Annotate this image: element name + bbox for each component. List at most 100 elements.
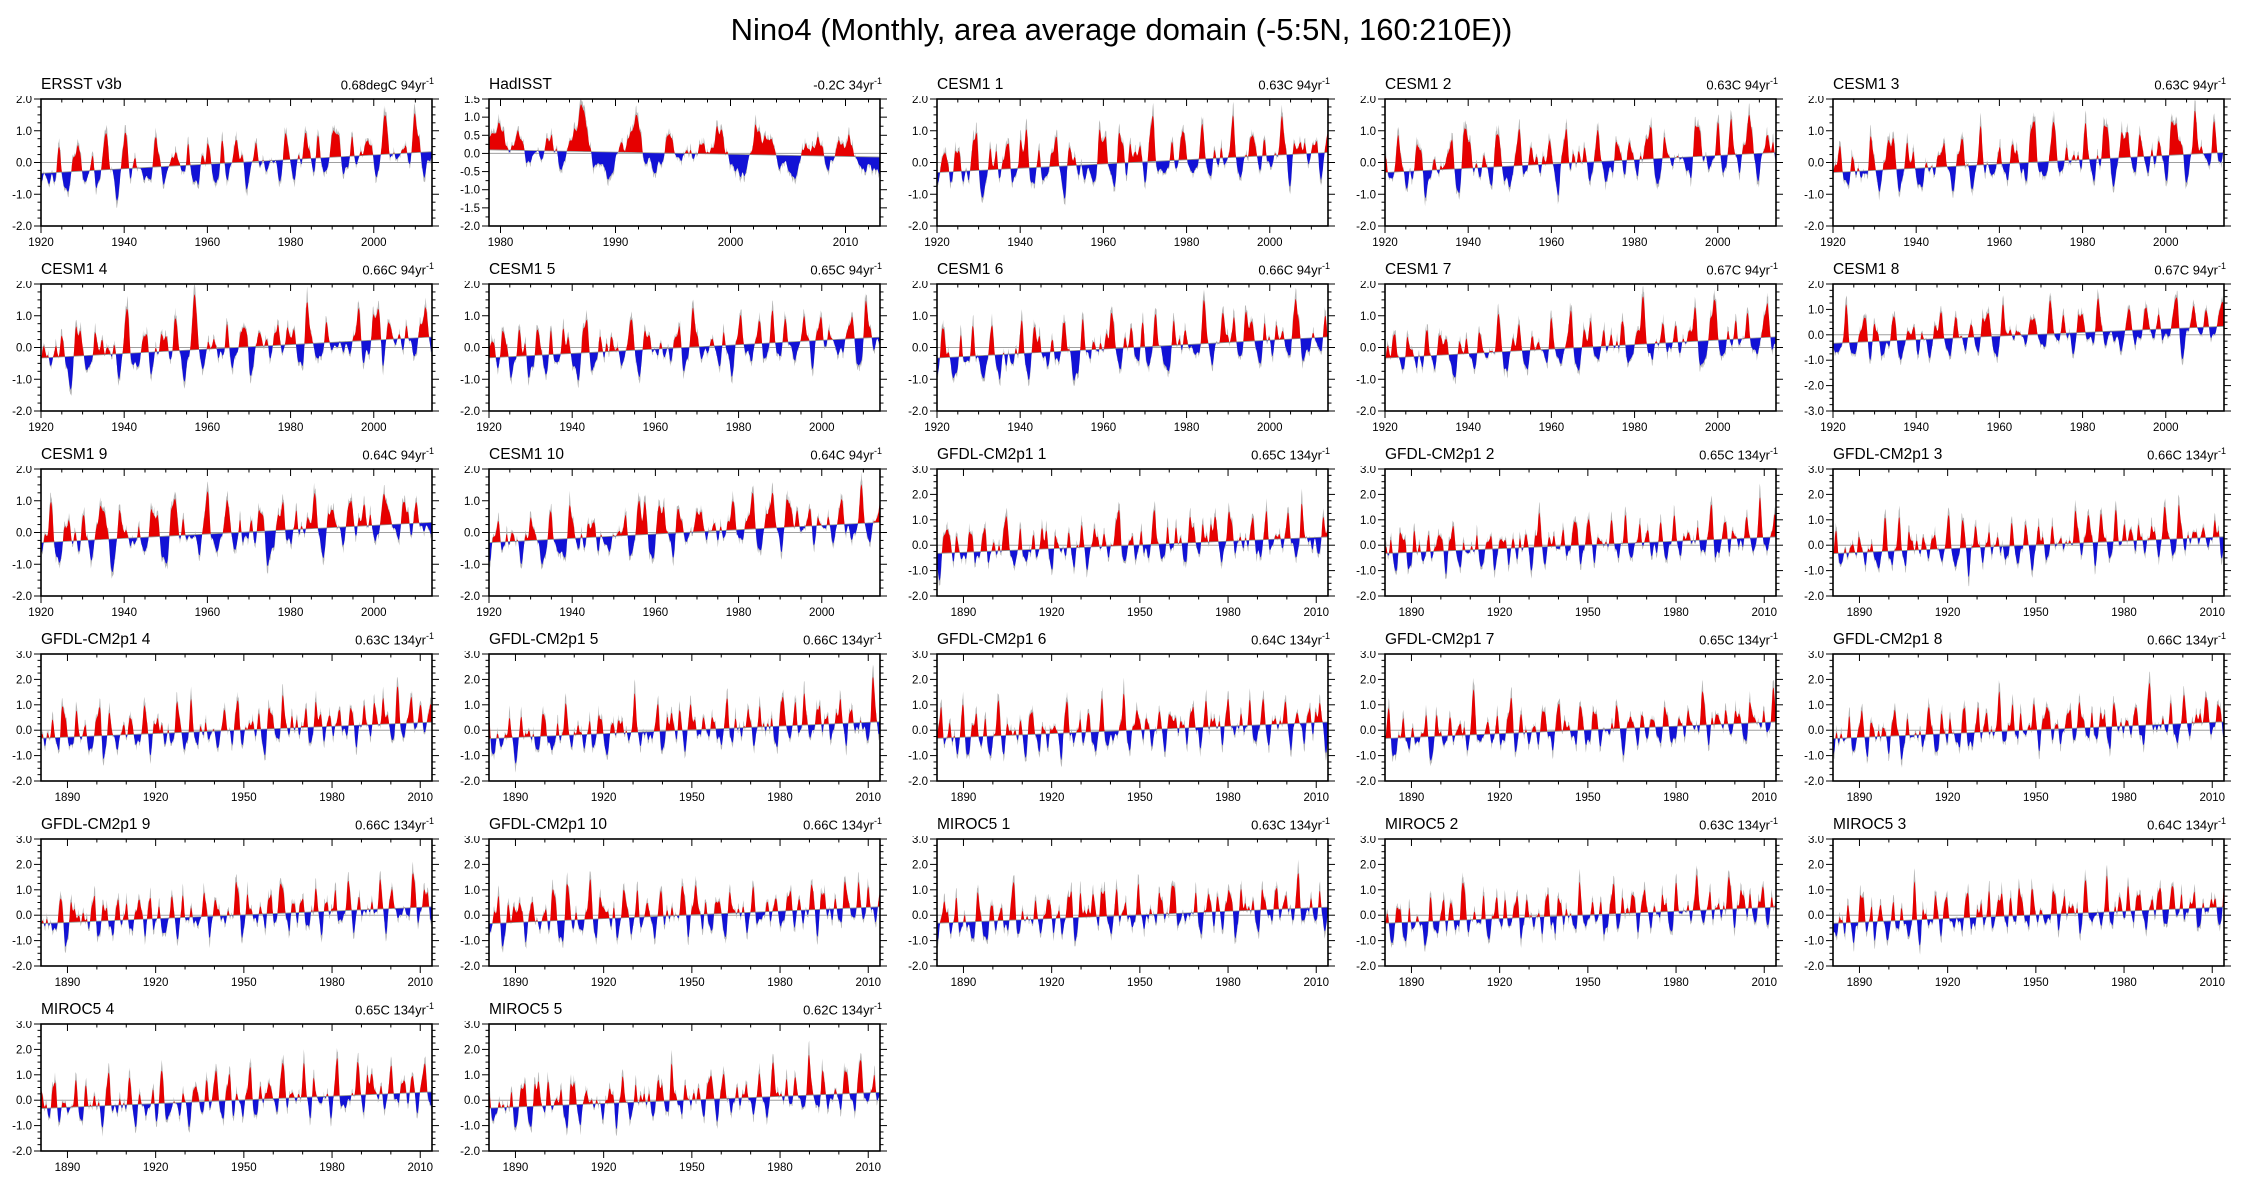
y-tick-label: -2.0 xyxy=(908,406,928,418)
y-tick-label: 2.0 xyxy=(464,674,480,686)
y-tick-label: 2.0 xyxy=(16,674,32,686)
y-tick-label: -1.0 xyxy=(460,751,480,763)
y-tick-label: 1.0 xyxy=(1808,515,1824,527)
panel-plot: -2.0 -1.0 0.0 1.0 2.0 1920 1940 1960 1980 2000 xyxy=(908,96,1335,249)
timeseries-panel: CESM1 10 0.64C 94yr-1 -2.0 -1.0 0.0 1.0 2.0 1… xyxy=(449,440,897,625)
y-tick-label: 2.0 xyxy=(16,859,32,871)
y-tick-label: -1.0 xyxy=(12,374,32,386)
y-tick-label: 2.0 xyxy=(464,1044,480,1056)
y-tick-label: 3.0 xyxy=(1808,836,1824,846)
x-tick-label: 1920 xyxy=(143,977,169,989)
y-tick-label: 1.0 xyxy=(912,515,928,527)
panel-header: CESM1 5 0.65C 94yr-1 xyxy=(489,261,882,281)
y-tick-label: -2.0 xyxy=(1804,591,1824,603)
x-tick-label: 2010 xyxy=(2199,792,2225,804)
x-tick-label: 1940 xyxy=(111,422,137,434)
panel-plot: -2.0 -1.0 0.0 1.0 2.0 3.0 1890 1920 1950 1980 2010 xyxy=(12,1021,439,1174)
panel-title: CESM1 6 xyxy=(937,261,1004,279)
y-tick-label: 2.0 xyxy=(912,674,928,686)
x-tick-label: 1890 xyxy=(1847,977,1873,989)
panel-plot: -2.0 -1.0 0.0 1.0 2.0 1920 1940 1960 1980 2000 xyxy=(1356,281,1783,434)
x-tick-label: 1960 xyxy=(195,422,221,434)
panel-title: GFDL-CM2p1 4 xyxy=(41,631,151,649)
y-tick-label: 1.0 xyxy=(1360,700,1376,712)
y-tick-label: 2.0 xyxy=(464,466,480,476)
panel-trend-label: 0.64C 134yr-1 xyxy=(1251,631,1330,648)
panel-header: GFDL-CM2p1 5 0.66C 134yr-1 xyxy=(489,631,882,651)
timeseries-panel: MIROC5 4 0.65C 134yr-1 -2.0 -1.0 0.0 1.0 2.0… xyxy=(1,995,449,1180)
x-tick-label: 1890 xyxy=(1399,607,1425,619)
y-tick-label: 1.0 xyxy=(16,496,32,508)
y-tick-label: -1.0 xyxy=(1356,189,1376,201)
y-tick-label: 1.0 xyxy=(912,885,928,897)
x-tick-label: 1940 xyxy=(1455,422,1481,434)
y-tick-label: 0.0 xyxy=(912,910,928,922)
y-tick-label: -0.5 xyxy=(460,167,480,179)
y-tick-label: -1.0 xyxy=(908,189,928,201)
y-tick-label: 1.0 xyxy=(16,885,32,897)
x-tick-label: 1960 xyxy=(1987,422,2013,434)
panel-plot: -2.0 -1.0 0.0 1.0 2.0 3.0 1890 1920 1950 1980 2010 xyxy=(1804,836,2231,989)
x-tick-label: 1980 xyxy=(1215,977,1241,989)
x-tick-label: 1920 xyxy=(1487,977,1513,989)
x-tick-label: 1990 xyxy=(603,237,629,249)
y-tick-label: 1.0 xyxy=(1360,311,1376,323)
x-tick-label: 1980 xyxy=(1663,977,1689,989)
y-tick-label: 3.0 xyxy=(464,1021,480,1031)
y-tick-label: -2.0 xyxy=(460,221,480,233)
timeseries-panel: GFDL-CM2p1 7 0.65C 134yr-1 -2.0 -1.0 0.0 1.… xyxy=(1345,625,1793,810)
x-tick-label: 1920 xyxy=(1487,792,1513,804)
x-tick-label: 1920 xyxy=(1935,607,1961,619)
y-tick-label: 2.0 xyxy=(1360,859,1376,871)
y-tick-label: -1.0 xyxy=(12,936,32,948)
x-tick-label: 1920 xyxy=(143,792,169,804)
y-tick-label: 1.0 xyxy=(1808,885,1824,897)
y-tick-label: -2.0 xyxy=(908,591,928,603)
x-tick-label: 1890 xyxy=(951,792,977,804)
panel-plot: -2.0 -1.0 0.0 1.0 2.0 3.0 1890 1920 1950 1980 2010 xyxy=(460,651,887,804)
x-tick-label: 1920 xyxy=(1935,792,1961,804)
panel-plot: -2.0 -1.0 0.0 1.0 2.0 3.0 1890 1920 1950 1980 2010 xyxy=(1356,651,1783,804)
x-tick-label: 1940 xyxy=(111,237,137,249)
panel-trend-label: 0.66C 134yr-1 xyxy=(2147,446,2226,463)
timeseries-panel: GFDL-CM2p1 6 0.64C 134yr-1 -2.0 -1.0 0.0 1.… xyxy=(897,625,1345,810)
panel-title: MIROC5 3 xyxy=(1833,816,1907,834)
timeseries-panel: GFDL-CM2p1 8 0.66C 134yr-1 -2.0 -1.0 0.0 1.… xyxy=(1793,625,2241,810)
y-tick-label: 3.0 xyxy=(1808,651,1824,661)
panel-trend-label: 0.65C 134yr-1 xyxy=(1699,446,1778,463)
panel-trend-label: 0.64C 94yr-1 xyxy=(810,446,882,463)
panel-title: CESM1 4 xyxy=(41,261,108,279)
y-tick-label: -1.0 xyxy=(1804,189,1824,201)
x-tick-label: 1920 xyxy=(1487,607,1513,619)
x-tick-label: 1920 xyxy=(1935,977,1961,989)
x-tick-label: 1920 xyxy=(1039,977,1065,989)
panel-trend-label: 0.67C 94yr-1 xyxy=(2154,261,2226,278)
timeseries-panel: MIROC5 3 0.64C 134yr-1 -2.0 -1.0 0.0 1.0 2.0… xyxy=(1793,810,2241,995)
y-tick-label: -1.0 xyxy=(12,559,32,571)
x-tick-label: 2010 xyxy=(855,792,881,804)
y-tick-label: 2.0 xyxy=(1360,674,1376,686)
panel-title: HadISST xyxy=(489,76,552,94)
x-tick-label: 1950 xyxy=(1575,607,1601,619)
x-tick-label: 1890 xyxy=(55,1162,81,1174)
y-tick-label: 2.0 xyxy=(1360,489,1376,501)
x-tick-label: 1920 xyxy=(1372,422,1398,434)
panel-header: CESM1 9 0.64C 94yr-1 xyxy=(41,446,434,466)
x-tick-label: 1960 xyxy=(195,607,221,619)
panel-trend-label: 0.66C 134yr-1 xyxy=(2147,631,2226,648)
panel-header: GFDL-CM2p1 4 0.63C 134yr-1 xyxy=(41,631,434,651)
panel-header: GFDL-CM2p1 10 0.66C 134yr-1 xyxy=(489,816,882,836)
y-tick-label: 1.0 xyxy=(16,126,32,138)
y-tick-label: 0.0 xyxy=(1360,343,1376,355)
y-tick-label: -1.0 xyxy=(908,936,928,948)
y-tick-label: -1.0 xyxy=(908,751,928,763)
x-tick-label: 1920 xyxy=(28,607,54,619)
y-tick-label: -2.0 xyxy=(460,1146,480,1158)
panel-trend-label: 0.66C 94yr-1 xyxy=(1258,261,1330,278)
x-tick-label: 1980 xyxy=(726,607,752,619)
y-tick-label: 3.0 xyxy=(1808,466,1824,476)
y-tick-label: 3.0 xyxy=(16,651,32,661)
x-tick-label: 2000 xyxy=(2153,237,2179,249)
panel-title: GFDL-CM2p1 2 xyxy=(1385,446,1495,464)
